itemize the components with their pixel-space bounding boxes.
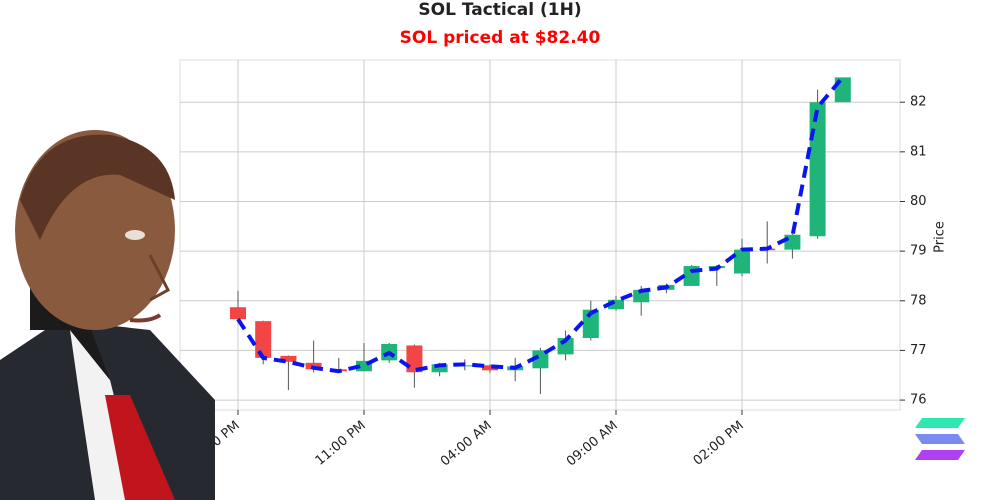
solana-logo [915, 418, 965, 460]
x-tick-label: 02:00 PM [691, 418, 747, 468]
y-tick-label: 81 [910, 144, 927, 159]
candle-body [280, 355, 297, 362]
y-tick-label: 77 [910, 343, 927, 358]
chart-title: SOL Tactical (1H) [418, 0, 581, 20]
candle-body [809, 102, 826, 237]
candle-body [532, 350, 549, 369]
y-tick-label: 80 [910, 194, 927, 209]
candle-body [431, 364, 448, 373]
candle-body [482, 365, 498, 371]
moving-average-line [236, 76, 845, 374]
candle-body [356, 360, 372, 372]
x-tick-label: 11:00 PM [313, 418, 369, 468]
candle-body [230, 307, 246, 320]
x-tick-label: 04:00 AM [438, 418, 495, 469]
y-tick-label: 78 [910, 293, 927, 308]
portrait [0, 130, 215, 500]
y-tick-label: 76 [910, 393, 927, 408]
y-axis-label: Price [933, 221, 948, 253]
candle-body [633, 289, 650, 303]
candle-body [608, 299, 624, 310]
marks [230, 76, 851, 395]
candle-body [582, 309, 599, 339]
x-tick-label: 09:00 AM [564, 418, 621, 469]
candle-body [255, 321, 272, 358]
y-tick-label: 79 [910, 244, 927, 259]
candle-body [734, 249, 750, 274]
y-tick-label: 82 [910, 95, 927, 110]
chart-subtitle: SOL priced at $82.40 [400, 28, 601, 48]
